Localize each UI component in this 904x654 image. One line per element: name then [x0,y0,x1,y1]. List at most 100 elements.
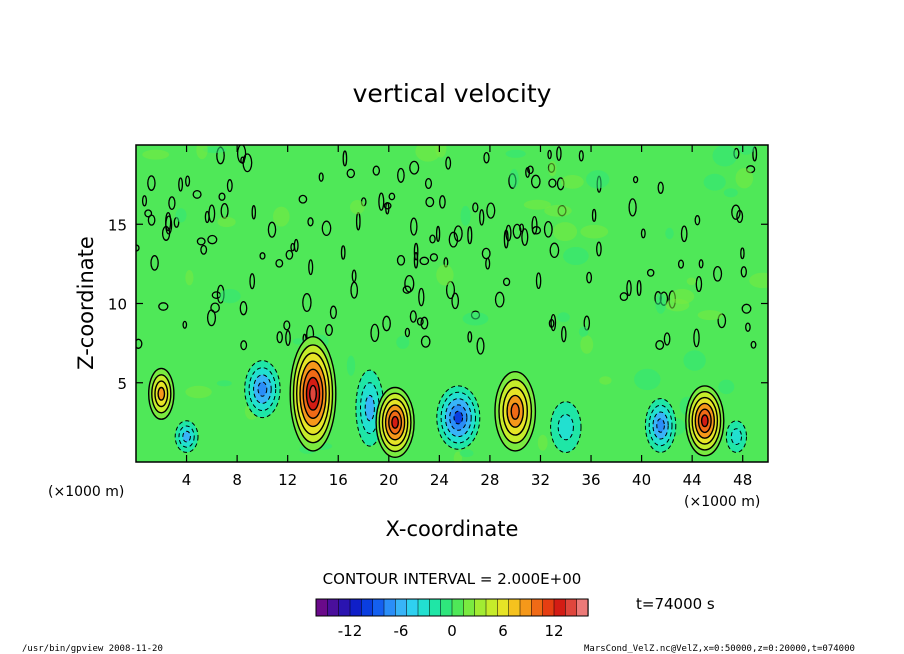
contour-blob [178,177,184,192]
contour-blob [663,332,671,346]
contour-blob [158,302,169,311]
texture-patch [396,335,410,349]
contour-blob [677,259,685,269]
texture-patch [686,277,697,286]
contour-blob [409,310,417,323]
x-axis-ticks: 4 8 12 16 20 24 28 32 36 40 44 48 [182,145,752,489]
texture-patch [634,368,661,391]
colorbar-tick-label: 0 [447,622,457,640]
x-tick-label: 4 [182,471,192,489]
texture-patch [175,208,187,223]
contour-blob [636,279,642,297]
contour-blob [425,196,435,208]
contour-blob [448,231,459,248]
velocity-cell [644,398,677,453]
texture-patch [185,270,194,286]
contour-blob [418,287,425,307]
y-tick-label: 5 [117,375,127,393]
x-tick-label: 32 [531,471,550,489]
texture-patch [578,326,589,337]
contour-blob [543,220,553,238]
colorbar-tick-label: -12 [338,622,363,640]
colorbar-swatch [395,598,408,617]
texture-patch [669,288,695,305]
texture-patch [185,385,212,399]
contour-blob [307,217,314,227]
colorbar-swatch [361,598,374,617]
contour-blob [413,242,419,261]
x-tick-label: 16 [329,471,348,489]
contour-blob [424,177,433,190]
contour-blob [402,285,412,294]
contour-blob [141,195,148,207]
texture-patch [703,173,726,191]
contour-blob [388,192,396,201]
contour-blob [429,253,439,262]
contour-blob [325,323,333,337]
contour-blob [483,151,490,164]
contour-blob [521,228,529,246]
contour-blob [626,280,632,297]
contour-blob [556,146,562,161]
colorbar-frame [315,598,589,617]
contour-blob [267,221,277,238]
texture-patch [346,355,356,376]
chart-title: vertical velocity [353,79,552,108]
texture-patch [216,380,232,387]
contour-blob [596,241,602,257]
contour-blob [525,166,531,178]
contour-blob [547,149,552,160]
texture-patch [580,224,609,239]
contour-blob [370,323,380,343]
texture-patch [665,227,674,240]
y-tick-label: 15 [108,216,127,234]
contour-blob [481,247,491,260]
contour-blob [561,326,567,343]
texture-patch [738,145,755,155]
contour-blob [550,313,557,332]
colorbar-swatch [315,598,328,617]
contour-blob [745,322,751,332]
texture-patch [563,247,589,265]
contour-blob [208,204,216,223]
contour-level [730,428,743,446]
colorbar-swatch [429,598,442,617]
colorbar-swatch [327,598,340,617]
contour-blob [150,255,159,271]
contour-blob [276,331,283,344]
contour-blob [646,268,655,277]
contour-blob [628,198,637,217]
contour-blob [503,229,509,249]
y-axis-ticks: 5 10 15 [108,216,768,393]
contour-blob [657,181,664,194]
contour-blob [182,320,188,329]
noise-texture [136,145,768,462]
texture-patch [735,168,754,189]
texture-patch [561,175,584,189]
contour-blob [467,226,473,245]
texture-patch [712,145,738,167]
colorbar-swatch [565,598,578,617]
colorbar-ticks: -12 -6 0 6 12 [338,622,564,640]
contour-blob [429,234,436,244]
colorbar-swatch [440,598,453,617]
texture-patch [523,199,552,210]
y-axis-label: Z-coordinate [74,236,98,370]
x-tick-label: 12 [278,471,297,489]
colorbar-swatch [542,598,555,617]
x-tick-label: 8 [232,471,242,489]
contour-blob [494,291,505,308]
texture-patch [580,335,594,354]
contour-blob [445,156,452,170]
contour-blob [207,234,218,245]
texture-patch [217,216,236,228]
contour-blob [302,293,312,312]
colorbar-swatch [372,598,385,617]
contour-blob [144,209,153,218]
velocity-cell [174,420,199,453]
time-label: t=74000 s [636,595,715,613]
colorbar-tick-label: -6 [394,622,409,640]
footer-left: /usr/bin/gpview 2008-11-20 [22,644,163,654]
contour-blob [527,165,534,175]
contour-blob [285,249,294,260]
